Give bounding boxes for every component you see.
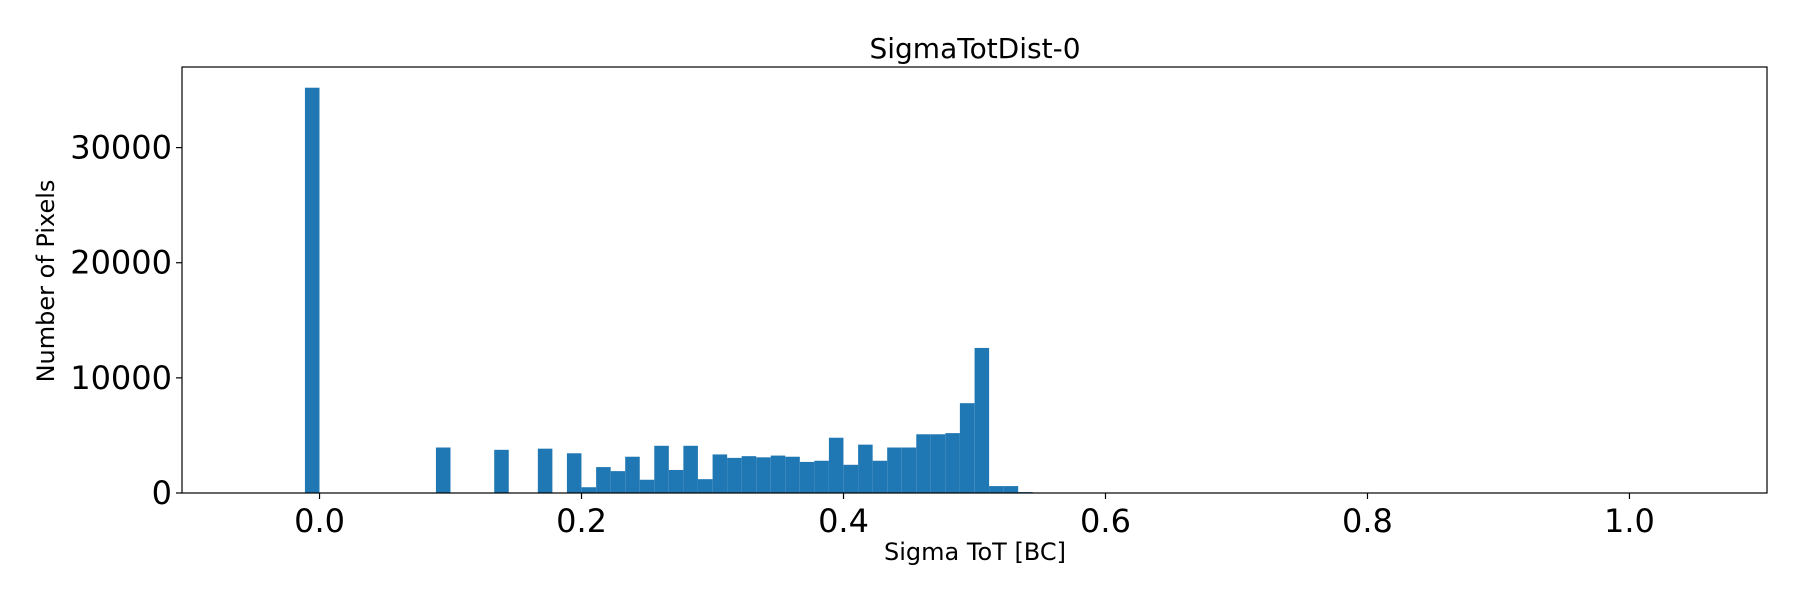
plot-area-frame — [181, 66, 1768, 494]
histogram-bar — [901, 447, 917, 493]
histogram-bar — [814, 460, 829, 493]
histogram-bar — [537, 448, 553, 493]
histogram-bar — [712, 454, 728, 493]
histogram-bar — [610, 471, 626, 493]
y-tick-label: 0 — [152, 474, 172, 512]
x-tick-label: 1.0 — [1604, 502, 1655, 540]
x-tick-label: 0.8 — [1342, 502, 1393, 540]
x-tick-label: 0.2 — [556, 502, 607, 540]
histogram-bar — [959, 403, 975, 493]
x-axis: 0.0 0.2 0.4 0.6 0.8 1.0 — [294, 493, 1655, 540]
histogram-bar — [304, 87, 320, 493]
y-axis-label: Number of Pixels — [32, 180, 60, 383]
histogram-bar — [654, 445, 669, 493]
x-axis-label: Sigma ToT [BC] — [884, 538, 1066, 566]
histogram-bar — [494, 449, 509, 493]
histogram-bar — [916, 434, 931, 493]
histogram-bar — [930, 434, 946, 493]
histogram-bar — [945, 433, 960, 493]
histogram-bar — [756, 457, 771, 493]
histogram-bar — [1003, 486, 1019, 493]
histogram-bar — [435, 447, 451, 493]
histogram-bar — [799, 461, 815, 493]
histogram-bar — [639, 479, 655, 493]
y-axis: 0 10000 20000 30000 — [70, 129, 182, 512]
x-tick-label: 0.0 — [294, 502, 345, 540]
histogram-bar — [581, 487, 597, 493]
histogram-bar — [887, 447, 902, 493]
y-tick-label: 30000 — [70, 129, 172, 167]
histogram-bar — [697, 479, 713, 493]
histogram-bar — [668, 469, 684, 493]
histogram-bar — [989, 486, 1004, 493]
histogram-bar — [770, 455, 786, 493]
histogram-bar — [596, 467, 611, 493]
histogram-bar — [828, 437, 844, 493]
histogram-bar — [683, 445, 698, 493]
histogram-bar — [727, 457, 742, 493]
y-tick-label: 10000 — [70, 359, 172, 397]
histogram-bar — [741, 456, 757, 493]
histogram-bar — [785, 456, 800, 493]
x-tick-label: 0.4 — [818, 502, 869, 540]
histogram-bar — [625, 456, 640, 493]
x-tick-label: 0.6 — [1080, 502, 1131, 540]
histogram-bar — [974, 347, 990, 493]
histogram-bar — [566, 453, 582, 493]
bars-layer — [304, 87, 1062, 493]
histogram-bar — [858, 444, 873, 493]
y-tick-label: 20000 — [70, 244, 172, 282]
histogram-bar — [843, 464, 859, 493]
chart-title: SigmaTotDist-0 — [869, 32, 1080, 65]
histogram-bar — [872, 460, 888, 493]
